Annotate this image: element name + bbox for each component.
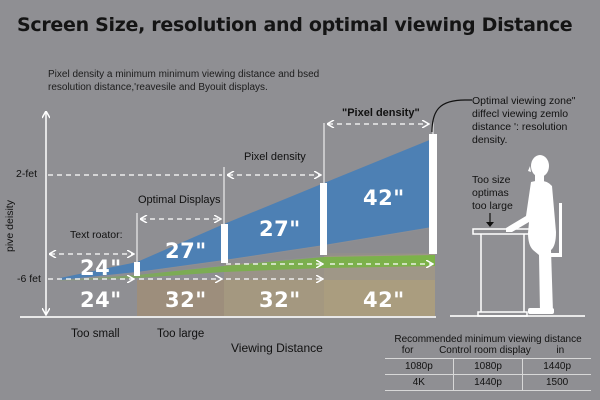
green-band — [60, 255, 435, 281]
display-bar-27 — [221, 224, 228, 263]
table-row: 1080p 1080p 1440p — [385, 358, 591, 375]
too-small-label: Too small — [71, 328, 120, 340]
block-mid — [224, 280, 324, 317]
table-cell: 1440p — [522, 358, 591, 375]
table-cell: 1080p — [452, 358, 523, 375]
subtitle-line-2: resolution distance,'reavesile and Byoui… — [48, 82, 268, 93]
desk-icon — [472, 213, 531, 317]
table-header-mid: Control room display — [439, 345, 531, 356]
table-header: Recommended minimum viewing distance — [394, 334, 582, 345]
zone-line-3: distance ': resolution — [472, 121, 568, 133]
table-subheader: for Control room display in — [385, 345, 591, 356]
standing-person-icon — [506, 155, 556, 314]
pixel-density-label: Pixel density — [244, 151, 306, 163]
zone-line-2: diffecl viewing zemlo — [472, 108, 569, 120]
lower-size-4: 42" — [363, 288, 405, 312]
recommendation-table: Recommended minimum viewing distance for… — [385, 334, 591, 391]
table-cell: 1440p — [452, 374, 523, 391]
y-tick-2-fet: 2-fet — [16, 168, 38, 180]
optimal-displays-label: Optimal Displays — [138, 194, 221, 206]
block-too-large — [137, 280, 224, 317]
page-title: Screen Size, resolution and optimal view… — [17, 14, 573, 36]
too-size-line-3: too large — [472, 200, 513, 212]
too-large-label: Too large — [157, 328, 205, 340]
table-cell: 4K — [385, 374, 454, 391]
chair-icon — [549, 203, 562, 257]
display-bar-42 — [429, 134, 437, 254]
y-tick-6-fet: -6 fet — [17, 273, 41, 285]
blue-wedge — [60, 139, 432, 280]
table-row: 4K 1440p 1500 — [385, 374, 591, 391]
upper-size-1: 24" — [80, 256, 122, 280]
upper-size-3: 27" — [259, 217, 301, 241]
y-axis-label: pive deisity — [4, 200, 16, 252]
optimal-zone-note: Optimal viewing zone" diffecl viewing ze… — [472, 95, 576, 147]
too-size-line-2: optimas — [472, 187, 509, 199]
display-bar-32 — [320, 183, 327, 255]
table-header-for: for — [401, 345, 414, 356]
too-size-note: Too size optimas too large — [472, 174, 513, 213]
lower-size-3: 32" — [259, 288, 301, 312]
x-axis-label: Viewing Distance — [231, 341, 323, 355]
zone-title: Optimal viewing zone" — [472, 95, 576, 107]
upper-size-4: 42" — [363, 186, 405, 210]
table-cell: 1080p — [385, 358, 454, 375]
lower-size-2: 32" — [165, 288, 207, 312]
pixel-density-quoted-label: "Pixel density" — [342, 107, 420, 119]
upper-size-2: 27" — [165, 239, 207, 263]
callout-line — [431, 99, 472, 133]
block-right — [324, 280, 435, 317]
lower-size-1: 24" — [80, 288, 122, 312]
too-size-line-1: Too size — [472, 174, 511, 186]
table-header-in: in — [556, 345, 565, 356]
subtitle-line-1: Pixel density a minimum minimum viewing … — [48, 69, 320, 80]
text-roator-label: Text roator: — [70, 229, 123, 241]
zone-line-4: density. — [472, 134, 508, 146]
display-bar-24 — [134, 262, 140, 276]
table-cell: 1500 — [522, 374, 591, 391]
